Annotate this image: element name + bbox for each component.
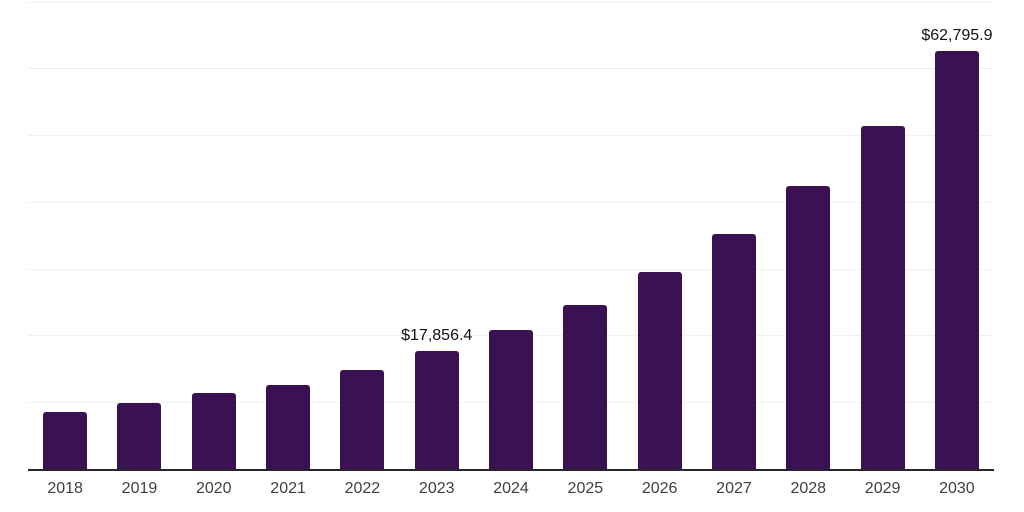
bar-column-2018 — [28, 0, 102, 470]
value-label-2030: $62,795.9 — [921, 26, 993, 44]
plot-area: $17,856.4 $62,795.9 — [28, 0, 994, 470]
x-axis-label-2019: 2019 — [121, 480, 158, 497]
bar-2026 — [637, 272, 682, 470]
bar-column-2020 — [177, 0, 251, 470]
bar-2028 — [786, 186, 831, 470]
bar-2022 — [340, 369, 385, 470]
bar-2029 — [860, 126, 905, 470]
bar-column-2027 — [697, 0, 771, 470]
x-axis-line — [28, 469, 994, 471]
bar-2021 — [266, 385, 311, 470]
x-axis-label-2024: 2024 — [493, 480, 529, 497]
bar-column-2030: $62,795.9 — [920, 0, 994, 470]
x-axis-label-2025: 2025 — [567, 480, 604, 497]
x-axis-label-2022: 2022 — [344, 480, 381, 497]
bar-column-2021 — [251, 0, 325, 470]
bar-column-2029 — [845, 0, 919, 470]
x-axis-label-2027: 2027 — [716, 480, 752, 497]
x-axis-label-2028: 2028 — [790, 480, 827, 497]
x-axis-label-2029: 2029 — [864, 480, 901, 497]
value-label-2023: $17,856.4 — [401, 326, 473, 344]
bar-2018 — [43, 412, 88, 470]
bar-2027 — [711, 234, 756, 470]
x-axis-label-2020: 2020 — [195, 480, 232, 497]
bar-2020 — [191, 393, 236, 470]
x-axis-label-2023: 2023 — [418, 480, 455, 497]
bar-2023 — [414, 350, 459, 470]
bar-column-2028 — [771, 0, 845, 470]
x-axis-label-2026: 2026 — [641, 480, 678, 497]
bar-column-2019 — [102, 0, 176, 470]
bar-column-2022 — [325, 0, 399, 470]
bar-column-2026 — [623, 0, 697, 470]
x-axis-label-2021: 2021 — [270, 480, 306, 497]
x-axis-label-2030: 2030 — [939, 480, 975, 497]
bar-column-2025 — [548, 0, 622, 470]
bar-2030 — [934, 50, 979, 470]
bar-2019 — [117, 403, 162, 470]
bar-2024 — [489, 330, 534, 470]
x-axis-label-2018: 2018 — [47, 480, 83, 497]
x-axis-labels: 2018 2019 2020 2021 2022 2023 2024 2025 2026 2027… — [28, 481, 994, 497]
bar-column-2024 — [474, 0, 548, 470]
bar-2025 — [563, 304, 608, 470]
bar-column-2023: $17,856.4 — [400, 0, 474, 470]
